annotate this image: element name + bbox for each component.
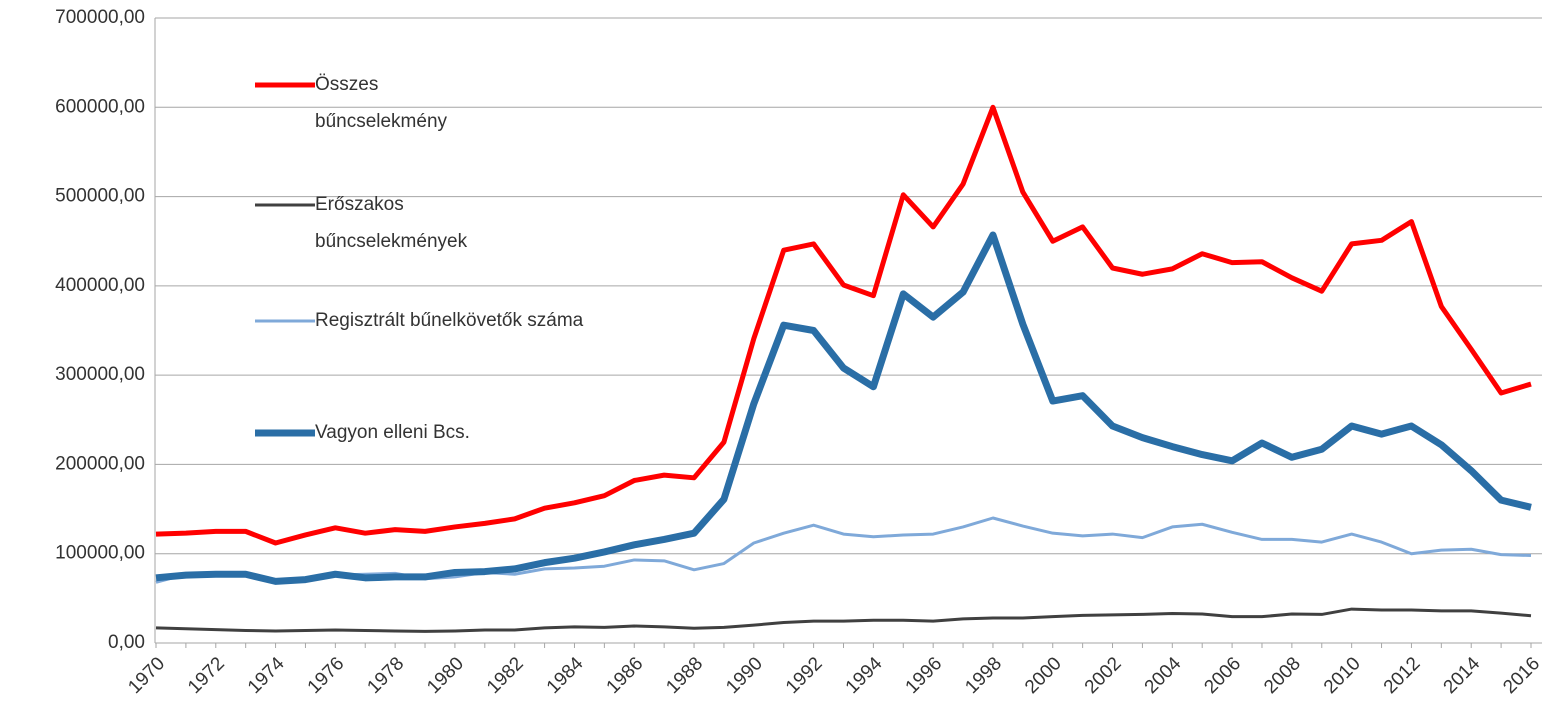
y-tick-label: 200000,00 [55,453,145,474]
y-tick-label: 600000,00 [55,96,145,117]
x-tick-label: 1978 [363,653,408,698]
x-tick-label: 1974 [244,653,289,698]
x-tick-label: 2002 [1081,653,1126,698]
x-tick-label: 1996 [902,653,947,698]
x-tick-label: 2006 [1200,653,1245,698]
x-tick-label: 2014 [1440,653,1485,698]
x-tick-label: 1982 [483,653,528,698]
x-tick-label: 2016 [1499,653,1544,698]
series-line [155,104,1532,546]
legend-line: Összes [315,74,378,95]
x-tick-label: 1976 [304,653,349,698]
x-tick-label: 1980 [423,653,468,698]
legend-line: Erőszakos [315,194,404,215]
x-tick-label: 1986 [603,653,648,698]
x-tick-label: 2010 [1320,653,1365,698]
x-tick-label: 2000 [1021,653,1066,698]
x-tick-label: 1990 [722,653,767,698]
y-tick-label: 700000,00 [55,7,145,28]
x-tick-label: 1992 [782,653,827,698]
legend-label: Vagyon elleni Bcs. [315,422,470,443]
y-tick-label: 500000,00 [55,186,145,207]
x-tick-label: 2008 [1260,653,1305,698]
y-tick-label: 100000,00 [55,543,145,564]
x-tick-label: 1988 [662,653,707,698]
legend-label: Összes bűncselekmény [315,74,448,132]
legend-label: Erőszakos bűncselekmények [315,194,468,252]
x-tick-label: 1994 [842,653,887,698]
x-tick-label: 1998 [961,653,1006,698]
legend-label: Regisztrált bűnelkövetők száma [315,310,584,331]
series-line [155,231,1532,585]
x-tick-label: 2012 [1380,653,1425,698]
series-line [155,516,1532,584]
legend-line: bűncselekmények [315,231,468,252]
legend-line: bűncselekmény [315,111,448,132]
y-tick-label: 300000,00 [55,364,145,385]
x-tick-label: 1970 [124,653,169,698]
series-line [155,607,1532,633]
x-tick-label: 1984 [543,653,588,698]
x-tick-label: 2004 [1141,653,1186,698]
x-tick-label: 1972 [184,653,229,698]
y-tick-label: 400000,00 [55,275,145,296]
y-tick-label: 0,00 [108,632,145,653]
